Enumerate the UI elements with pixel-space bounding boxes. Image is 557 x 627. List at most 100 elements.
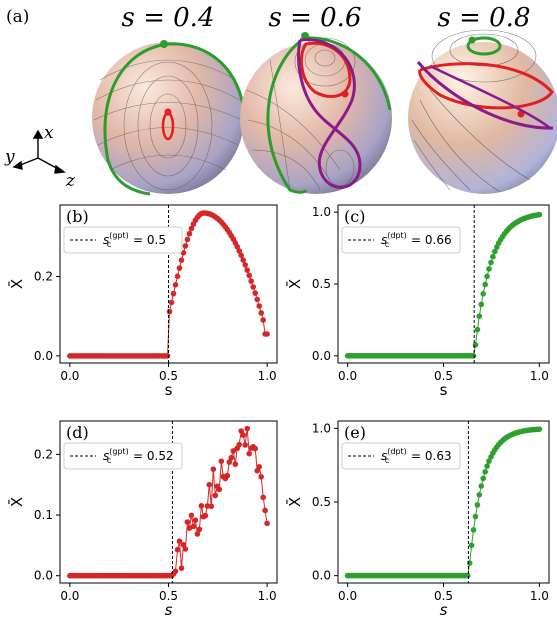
chart-d: 0.0 0.5 1.0 0.0 0.1 0.2 s X̄ s(gpt) c = 0.52 (d) (7, 420, 278, 619)
data-point (536, 426, 543, 432)
data-point (188, 512, 195, 519)
data-point (466, 560, 473, 566)
x-axis-label: s (440, 381, 448, 399)
data-point (228, 454, 235, 461)
chart-b: 0.0 0.5 1.0 0.0 0.2 s X̄ s(gpt) c = 0.5 (b) (7, 204, 278, 399)
data-point (474, 326, 481, 333)
data-point (208, 503, 215, 510)
data-point (196, 526, 203, 533)
data-point (464, 572, 471, 579)
data-point (216, 486, 223, 493)
data-point (470, 353, 477, 359)
data-point (482, 469, 488, 475)
data-point (182, 243, 189, 249)
y-axis-label: X̄ (285, 497, 304, 507)
panel-label: (d) (66, 423, 89, 442)
data-point (202, 512, 209, 519)
data-point (260, 317, 267, 323)
y-tick-label: 1.0 (312, 421, 331, 435)
sphere-2 (240, 32, 392, 194)
x-tick-label: 1.0 (530, 369, 549, 383)
data-point (468, 542, 475, 549)
panel-label: (b) (66, 207, 89, 226)
data-point (262, 507, 268, 514)
y-tick-label: 0.0 (312, 349, 331, 363)
sphere-title-1: s = 0.4 (121, 3, 214, 33)
legend-label: s(gpt) c = 0.52 (103, 447, 174, 465)
y-tick-label: 0.0 (34, 349, 53, 363)
legend: s(gpt) c = 0.5 (63, 226, 183, 254)
data-point (232, 461, 239, 467)
y-axis-label: X̄ (7, 497, 26, 507)
data-point (258, 474, 265, 480)
legend-label: s(dpt) c = 0.66 (381, 231, 452, 249)
data-point (486, 458, 492, 464)
y-tick-label: 0.0 (312, 569, 331, 583)
data-point (478, 301, 485, 308)
data-point (198, 503, 205, 509)
data-point (536, 211, 543, 218)
data-point (246, 450, 252, 457)
data-point (182, 546, 189, 552)
chart-c: 0.0 0.5 1.0 0.0 0.5 1.0 s X̄ s(dpt) c = 0.66 (c) (285, 204, 550, 399)
axis-label-y: y (4, 147, 15, 167)
y-tick-label: 0.2 (34, 269, 53, 283)
data-point (212, 492, 219, 499)
legend-box (63, 226, 183, 254)
data-point (176, 538, 183, 544)
legend: s(dpt) c = 0.63 (341, 442, 461, 470)
data-point (174, 273, 181, 280)
sphere-3 (408, 29, 557, 194)
data-point (178, 257, 185, 263)
data-point (242, 442, 248, 448)
legend-label: s(dpt) c = 0.63 (381, 447, 452, 465)
data-point (486, 266, 492, 272)
data-point (168, 299, 175, 306)
data-point (190, 523, 197, 530)
data-point (256, 303, 263, 309)
data-point (260, 494, 267, 501)
data-point (164, 353, 171, 359)
data-point (476, 492, 483, 498)
y-tick-label: 0.0 (34, 569, 53, 583)
y-tick-label: 0.2 (34, 447, 53, 461)
data-point (238, 252, 244, 259)
data-point (242, 262, 248, 268)
panel-label: (c) (344, 207, 365, 226)
x-tick-label: 0.0 (338, 369, 357, 383)
data-point (176, 265, 183, 271)
data-point (184, 519, 191, 525)
data-point (210, 466, 217, 472)
data-point (264, 331, 270, 337)
data-point (170, 290, 177, 297)
x-tick-label: 0.5 (159, 369, 178, 383)
sphere-1 (92, 40, 246, 196)
data-point (236, 441, 242, 448)
data-point (492, 248, 498, 255)
data-point (250, 284, 256, 290)
x-tick-label: 1.0 (258, 589, 277, 603)
data-point (206, 481, 213, 488)
data-point (258, 310, 265, 316)
data-point (490, 253, 496, 260)
data-point (236, 248, 242, 254)
data-point (172, 568, 179, 575)
data-point (488, 259, 494, 266)
panel-label: (e) (344, 423, 366, 442)
x-tick-label: 0.0 (60, 369, 79, 383)
data-point (234, 243, 240, 250)
data-point (188, 225, 195, 232)
legend-box (341, 442, 461, 470)
data-point (240, 432, 246, 438)
y-tick-label: 1.0 (312, 205, 331, 219)
data-point (472, 513, 479, 520)
x-tick-label: 0.5 (434, 369, 453, 383)
data-point (192, 517, 199, 523)
data-point (172, 282, 179, 288)
x-tick-label: 0.0 (338, 589, 357, 603)
axis-label-x: x (44, 123, 54, 143)
data-point (194, 531, 201, 537)
legend: s(gpt) c = 0.52 (63, 442, 183, 470)
data-point (244, 425, 250, 432)
y-tick-label: 0.5 (312, 277, 331, 291)
